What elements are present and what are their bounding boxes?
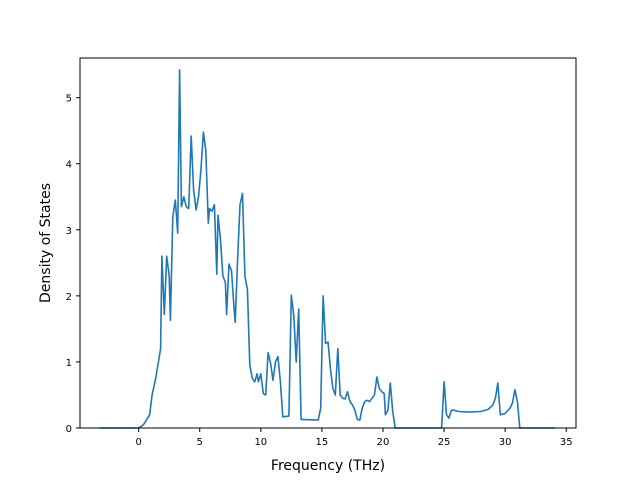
x-tick-label: 30: [499, 437, 512, 448]
x-tick-label: 20: [377, 437, 390, 448]
x-tick-label: 35: [560, 437, 573, 448]
x-axis-label: Frequency (THz): [271, 458, 385, 474]
y-axis-ticks: 0 1 2 3 4 5: [66, 94, 80, 435]
y-tick-label: 2: [66, 292, 72, 303]
plot-frame: [79, 57, 577, 429]
x-axis-ticks: 0 5 10 15 20 25 30 35: [135, 428, 573, 448]
y-tick-label: 1: [66, 358, 72, 369]
x-tick-label: 10: [254, 437, 267, 448]
x-tick-label: 15: [316, 437, 329, 448]
plot-area: [80, 58, 576, 428]
x-tick-label: 0: [135, 437, 141, 448]
x-tick-label: 5: [197, 437, 203, 448]
y-tick-label: 3: [66, 226, 72, 237]
y-tick-label: 0: [66, 424, 72, 435]
y-tick-label: 5: [66, 94, 72, 105]
y-axis-label: Density of States: [38, 183, 54, 303]
x-tick-label: 25: [438, 437, 451, 448]
y-tick-label: 4: [66, 160, 72, 171]
